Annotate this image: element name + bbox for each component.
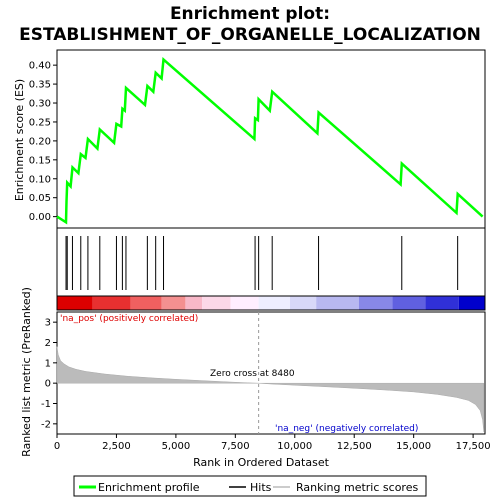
rank-color-segment bbox=[202, 296, 231, 310]
rank-color-segment bbox=[392, 296, 426, 310]
es-y-tick-label: 0.30 bbox=[29, 99, 51, 110]
es-y-tick-label: 0.25 bbox=[29, 117, 51, 128]
es-y-axis-label: Enrichment score (ES) bbox=[13, 79, 26, 201]
es-curve-line bbox=[56, 56, 484, 225]
x-tick-label: 2,500 bbox=[102, 441, 131, 452]
rank-color-segment bbox=[92, 296, 131, 310]
rank-color-segment bbox=[316, 296, 359, 310]
rank-y-tick-label: 1 bbox=[45, 358, 51, 369]
x-tick-label: 7,500 bbox=[221, 441, 250, 452]
rank-y-ticks: -2 -1 0 1 2 3 bbox=[41, 318, 57, 430]
rank-y-axis-label: Ranked list metric (PreRanked) bbox=[20, 287, 33, 457]
rank-color-bar bbox=[56, 295, 486, 311]
rank-y-tick-label: -1 bbox=[41, 399, 51, 410]
es-y-tick-label: 0.05 bbox=[29, 193, 51, 204]
x-tick-label: 15,000 bbox=[396, 441, 431, 452]
rank-color-segment bbox=[290, 296, 317, 310]
hits-panel-frame bbox=[56, 227, 486, 297]
rank-color-segment bbox=[130, 296, 162, 310]
chart-title-line2: ESTABLISHMENT_OF_ORGANELLE_LOCALIZATION bbox=[19, 25, 481, 45]
es-y-tick-label: 0.15 bbox=[29, 155, 51, 166]
es-y-ticks: 0.00 0.05 0.10 0.15 0.20 0.25 0.30 0.35 0.40 bbox=[29, 61, 57, 223]
legend-metric-label: Ranking metric scores bbox=[296, 481, 418, 494]
es-y-tick-label: 0.10 bbox=[29, 174, 51, 185]
rank-color-segment bbox=[258, 296, 291, 310]
rank-color-segment bbox=[230, 296, 259, 310]
es-y-tick-label: 0.40 bbox=[29, 61, 51, 72]
x-tick-label: 17,500 bbox=[456, 441, 491, 452]
rank-y-tick-label: 3 bbox=[45, 318, 51, 329]
x-tick-label: 5,000 bbox=[162, 441, 191, 452]
x-axis-ticks: 0 2,500 5,000 7,500 10,000 12,500 15,000 17,500 bbox=[54, 434, 491, 452]
rank-panel-frame bbox=[56, 311, 486, 435]
zero-cross-label: Zero cross at 8480 bbox=[210, 369, 295, 379]
rank-color-segment bbox=[57, 296, 93, 310]
rank-color-segment bbox=[458, 296, 485, 310]
es-panel-frame bbox=[56, 49, 486, 229]
es-y-tick-label: 0.20 bbox=[29, 136, 51, 147]
rank-color-segment bbox=[185, 296, 203, 310]
rank-color-segment bbox=[425, 296, 459, 310]
x-tick-label: 12,500 bbox=[337, 441, 372, 452]
neg-correlated-label: 'na_neg' (negatively correlated) bbox=[275, 424, 418, 434]
rank-y-tick-label: 0 bbox=[45, 379, 51, 390]
legend-enrichment-label: Enrichment profile bbox=[98, 481, 200, 494]
x-axis-label: Rank in Ordered Dataset bbox=[193, 456, 330, 469]
x-tick-label: 0 bbox=[54, 441, 60, 452]
es-y-tick-label: 0.35 bbox=[29, 80, 51, 91]
chart-title-line1: Enrichment plot: bbox=[170, 4, 330, 24]
rank-y-tick-label: 2 bbox=[45, 338, 51, 349]
legend-hits-label: Hits bbox=[250, 481, 272, 494]
hit-lines bbox=[65, 236, 459, 290]
rank-color-bar-frame bbox=[56, 295, 486, 311]
rank-y-tick-label: -2 bbox=[41, 419, 51, 430]
ranking-metric-area bbox=[56, 346, 485, 433]
rank-color-segment bbox=[161, 296, 186, 310]
x-tick-label: 10,000 bbox=[277, 441, 312, 452]
pos-correlated-label: 'na_pos' (positively correlated) bbox=[60, 314, 198, 324]
rank-color-segment bbox=[358, 296, 393, 310]
legend-box bbox=[73, 475, 427, 497]
es-y-tick-label: 0.00 bbox=[29, 212, 51, 223]
